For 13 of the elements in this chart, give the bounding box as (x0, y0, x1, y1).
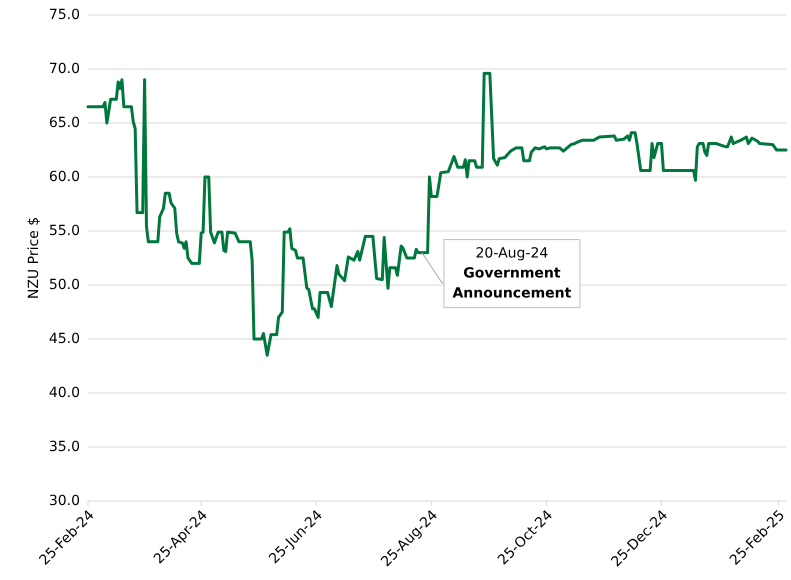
y-tick-label: 45.0 (48, 331, 80, 347)
y-tick-label: 50.0 (48, 277, 80, 293)
y-tick-label: 70.0 (48, 61, 80, 77)
y-tick-label: 60.0 (48, 169, 80, 185)
y-tick-label: 55.0 (48, 223, 80, 239)
y-tick-label: 30.0 (48, 493, 80, 509)
y-tick-label: 75.0 (48, 7, 80, 23)
y-tick-label: 40.0 (48, 385, 80, 401)
y-tick-label: 65.0 (48, 115, 80, 131)
line-series (86, 72, 788, 357)
annotation: 20-Aug-24 Government Announcement (452, 246, 572, 302)
y-axis-title: NZU Price $ (26, 216, 42, 300)
y-tick-label: 35.0 (48, 439, 80, 455)
